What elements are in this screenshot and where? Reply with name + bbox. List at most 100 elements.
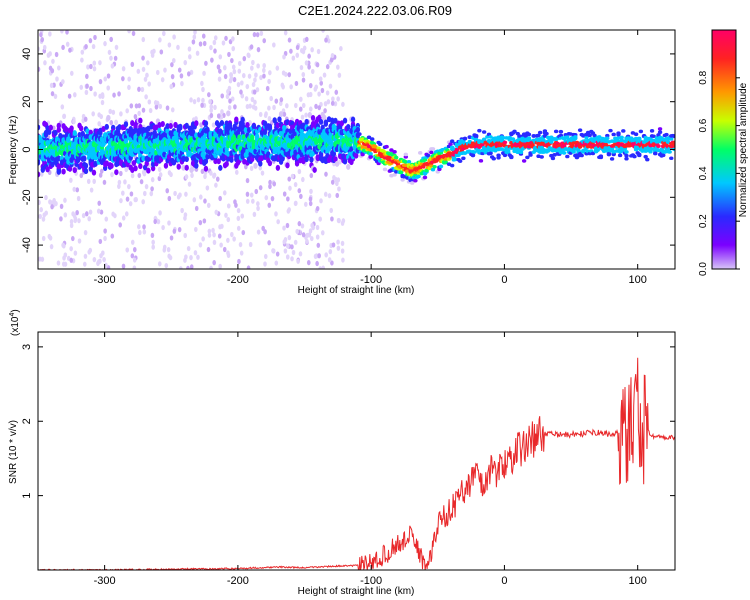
heatmap-cell (283, 30, 288, 36)
heatmap-cell (98, 238, 103, 245)
heatmap-cell (234, 116, 239, 123)
heatmap-cell (341, 218, 346, 224)
heatmap-cell (222, 65, 227, 71)
heatmap-cell (40, 256, 45, 262)
heatmap-cell (526, 132, 532, 137)
heatmap-cell (330, 100, 335, 106)
heatmap-cell (624, 153, 629, 158)
heatmap-cell (571, 150, 576, 154)
heatmap-cell (512, 129, 517, 134)
heatmap-cell (410, 181, 415, 185)
heatmap-cell (171, 57, 176, 64)
heatmap-cell (130, 239, 135, 245)
heatmap-cell (285, 254, 290, 260)
heatmap-cell (203, 120, 209, 127)
heatmap-cell (517, 134, 522, 138)
heatmap-cell (42, 44, 47, 51)
heatmap-cell (172, 228, 177, 234)
heatmap-cell (169, 83, 174, 90)
heatmap-cell (632, 154, 637, 159)
heatmap-cell (110, 63, 115, 69)
heatmap-cell (80, 57, 84, 63)
heatmap-cell (216, 64, 221, 70)
heatmap-cell (88, 209, 93, 215)
heatmap-cell (592, 133, 597, 138)
heatmap-cell (207, 228, 212, 234)
heatmap-cell (229, 156, 234, 163)
heatmap-cell (98, 79, 103, 85)
heatmap-cell (171, 159, 177, 166)
heatmap-cell (193, 30, 197, 35)
heatmap-cell (340, 240, 345, 246)
heatmap-cell (151, 244, 156, 250)
heatmap-cell (48, 235, 53, 241)
heatmap-cell (509, 154, 514, 159)
heatmap-cell (198, 41, 203, 47)
heatmap-cell (184, 191, 188, 197)
heatmap-cell (144, 94, 148, 100)
heatmap-cell (251, 104, 256, 110)
heatmap-cell (290, 244, 294, 250)
heatmap-cell (310, 114, 316, 121)
heatmap-cell (258, 185, 263, 191)
heatmap-cell (78, 125, 84, 132)
heatmap-cell (605, 136, 610, 141)
heatmap-cell (40, 37, 45, 43)
heatmap-cell (202, 218, 207, 224)
heatmap-cell (131, 30, 136, 37)
heatmap-cell (49, 244, 54, 250)
heatmap-cell (140, 86, 145, 93)
heatmap-cell (133, 114, 138, 120)
heatmap-cell (254, 72, 258, 78)
heatmap-cell (291, 55, 296, 61)
heatmap-cell (82, 261, 87, 267)
heatmap-cell (318, 76, 323, 82)
heatmap-cell (113, 55, 118, 61)
heatmap-cell (72, 119, 76, 125)
heatmap-cell (368, 155, 373, 159)
heatmap-cell (48, 199, 52, 205)
heatmap-cell (69, 70, 74, 76)
heatmap-cell (344, 146, 349, 153)
heatmap-cell (301, 49, 306, 55)
heatmap-cell (346, 163, 351, 170)
heatmap-cell (218, 164, 223, 171)
heatmap-cell (608, 128, 613, 133)
heatmap-cell (177, 67, 182, 73)
heatmap-cell (209, 112, 214, 119)
heatmap-cell (194, 205, 199, 212)
heatmap-cell (315, 260, 319, 267)
heatmap-cell (287, 176, 292, 182)
heatmap-cell (261, 225, 265, 231)
heatmap-cell (282, 111, 287, 117)
heatmap-cell (214, 209, 219, 215)
heatmap-cell (295, 228, 300, 235)
heatmap-cell (99, 168, 104, 174)
heatmap-cell (123, 121, 129, 128)
heatmap-cell (141, 169, 146, 175)
heatmap-cell (86, 64, 90, 70)
heatmap-cell (304, 112, 308, 118)
figure-title: C2E1.2024.222.03.06.R09 (298, 3, 452, 18)
heatmap-cell (109, 55, 113, 61)
heatmap-cell (231, 64, 236, 70)
heatmap-cell (50, 204, 54, 210)
heatmap-cell (213, 35, 218, 41)
heatmap-cell (651, 134, 656, 139)
heatmap-cell (640, 149, 645, 153)
heatmap-cell (69, 177, 73, 183)
heatmap-cell (457, 159, 463, 163)
heatmap-cell (267, 160, 273, 167)
heatmap-cell (48, 31, 52, 37)
heatmap-cell (160, 77, 165, 83)
heatmap-cell (318, 216, 323, 222)
heatmap-cell (245, 177, 250, 184)
heatmap-cell (56, 168, 61, 175)
heatmap-cell (279, 97, 284, 103)
heatmap-cell (202, 70, 206, 76)
heatmap-cell (152, 129, 157, 136)
heatmap-cell (121, 263, 126, 269)
heatmap-cell (106, 114, 111, 121)
heatmap-cell (218, 263, 222, 269)
heatmap-cell (88, 129, 93, 136)
